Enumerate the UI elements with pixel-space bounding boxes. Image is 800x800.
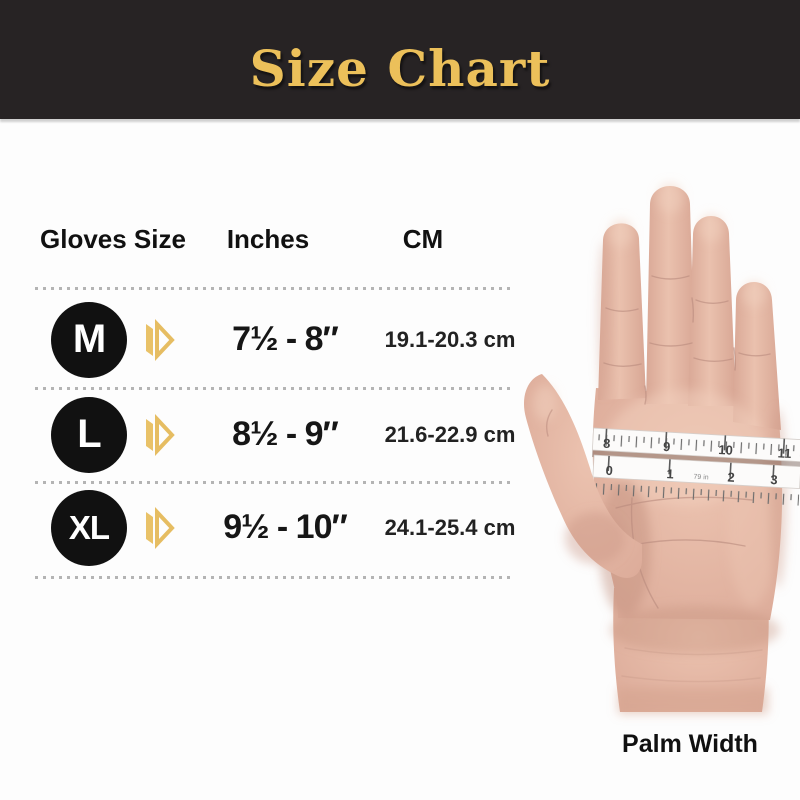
size-badge-label: M [72, 317, 106, 361]
inches-value: 9½ - 10″ [223, 508, 348, 546]
cm-value: 24.1-25.4 cm [384, 514, 516, 540]
arrow-icon [146, 506, 175, 549]
hand-photo: 8 9 10 11 0 1 2 3 79 in [500, 148, 800, 728]
size-badge: M [51, 301, 127, 378]
tape-number: 0 [605, 463, 613, 478]
size-badge: L [51, 396, 127, 473]
tape-number: 8 [603, 436, 611, 451]
inches-value: 7½ - 8″ [232, 320, 339, 358]
size-badge-label: XL [68, 508, 110, 546]
size-badge-label: L [77, 412, 101, 456]
table-row: L 8½ - 9″ 21.6-22.9 cm [35, 387, 515, 482]
arrow-icon [146, 413, 175, 456]
tape-number: 9 [663, 439, 671, 454]
inches-value: 8½ - 9″ [232, 415, 339, 453]
tape-number: 2 [727, 470, 735, 485]
palm-width-label: Palm Width [622, 730, 758, 758]
separator [35, 481, 511, 484]
cm-value: 21.6-22.9 cm [384, 421, 516, 447]
column-header-gloves-size: Gloves Size [40, 224, 186, 254]
tape-number: 3 [770, 472, 778, 487]
separator [35, 287, 511, 290]
table-row: M 7½ - 8″ 19.1-20.3 cm [35, 292, 515, 387]
tape-number: 1 [666, 466, 674, 481]
banner: Size Chart [0, 0, 800, 119]
separator [35, 576, 511, 579]
tape-number: 11 [777, 445, 792, 461]
measuring-tape: 8 9 10 11 0 1 2 3 79 in [591, 427, 800, 516]
table-row: XL 9½ - 10″ 24.1-25.4 cm [35, 480, 515, 575]
hand-illustration: 8 9 10 11 0 1 2 3 79 in [523, 183, 800, 714]
column-header-inches: Inches [226, 224, 310, 254]
tape-number: 10 [718, 442, 733, 458]
page-title: Size Chart [249, 39, 551, 98]
cm-value: 19.1-20.3 cm [384, 326, 516, 352]
separator [35, 387, 511, 390]
tape-brand-label: 79 in [693, 474, 709, 482]
size-badge: XL [51, 489, 127, 566]
arrow-icon [146, 318, 175, 361]
column-header-cm: CM [402, 224, 444, 254]
